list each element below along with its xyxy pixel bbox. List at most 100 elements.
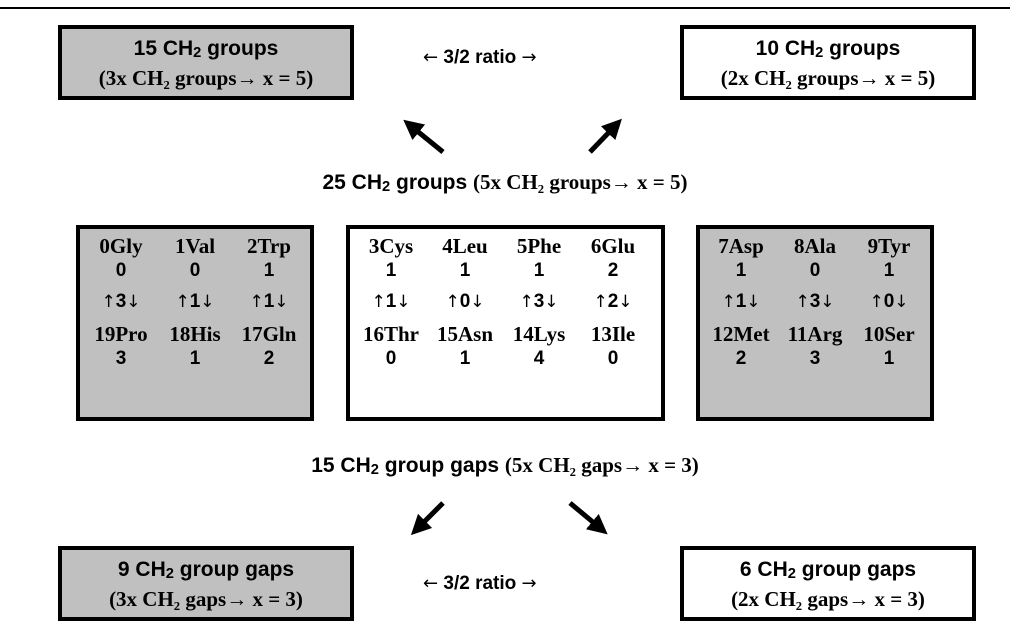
ch2-count: 1 xyxy=(459,260,471,281)
bottom-right-subtitle: (2x CH₂ gaps→ x = 3) xyxy=(731,587,925,611)
amino-acid-label: 14Lys xyxy=(512,322,566,346)
down-arrow-icon: ↓ xyxy=(746,292,761,312)
arrow-up-right xyxy=(588,118,622,154)
amino-acid-label: 10Ser xyxy=(863,322,915,346)
top-right-box: 10 CH2 groups (2x CH₂ groups→ x = 5) xyxy=(680,25,976,100)
arrow-down-right xyxy=(568,501,608,535)
amino-acid-label: 7Asp xyxy=(718,234,764,258)
down-arrow-icon: ↓ xyxy=(200,292,215,312)
ch2-count: 1 xyxy=(189,348,201,369)
top-right-title-pre: 10 CH xyxy=(755,37,816,60)
gap-value: 3 xyxy=(533,291,545,312)
down-arrow-icon: ↓ xyxy=(274,292,289,312)
down-arrow-icon: ↓ xyxy=(126,292,141,312)
up-arrow-icon: ↑ xyxy=(175,292,190,312)
amino-acid-label: 16Thr xyxy=(362,322,419,346)
amino-acid-label: 9Tyr xyxy=(867,234,911,258)
amino-acid-label: 3Cys xyxy=(368,234,414,258)
total-groups-label: 25 CH2 groups (5x CH₂ groups→ x = 5) xyxy=(322,170,688,196)
amino-acid-label: 8Ala xyxy=(794,234,836,258)
ch2-count: 3 xyxy=(115,348,127,369)
up-arrow-icon: ↑ xyxy=(869,292,884,312)
ch2-gap: ↑1↓ xyxy=(158,283,232,321)
bottom-right-title-pre: 6 CH xyxy=(739,558,788,581)
ch2-gap: ↑1↓ xyxy=(232,283,306,321)
bottom-right-box: 6 CH2 group gaps (2x CH₂ gaps→ x = 3) xyxy=(680,546,976,621)
amino-grid-1: 0Gly 1Val 2Trp 0 0 1 ↑3↓ ↑1↓ ↑1↓ 19Pro 18His 17Gln 3… xyxy=(84,233,306,371)
amino-acid-label: 15Asn xyxy=(436,322,494,346)
up-arrow-icon: ↑ xyxy=(101,292,116,312)
up-arrow-icon: ↑ xyxy=(519,292,534,312)
ch2-gap: ↑3↓ xyxy=(84,283,158,321)
ch2-count: 0 xyxy=(189,260,201,281)
bottom-left-title-post: group gaps xyxy=(173,558,295,581)
ch2-gap: ↑1↓ xyxy=(354,283,428,321)
ch2-count: 1 xyxy=(735,260,747,281)
top-left-title-pre: 15 CH xyxy=(133,37,194,60)
amino-acid-label: 5Phe xyxy=(516,234,562,258)
ch2-count: 1 xyxy=(385,260,397,281)
arrow-down-left xyxy=(410,501,445,536)
ch2-count: 1 xyxy=(459,348,471,369)
amino-group-box-3: 7Asp 8Ala 9Tyr 1 0 1 ↑1↓ ↑3↓ ↑0↓ 12Met 11Arg 10Ser 2… xyxy=(696,225,934,421)
ch2-gap: ↑3↓ xyxy=(502,283,576,321)
ch2-count: 0 xyxy=(607,348,619,369)
bottom-right-title-post: group gaps xyxy=(795,558,917,581)
up-arrow-icon: ↑ xyxy=(721,292,736,312)
gap-value: 1 xyxy=(735,291,747,312)
ch2-count: 2 xyxy=(607,260,619,281)
ch2-gap: ↑3↓ xyxy=(778,283,852,321)
amino-acid-label: 6Glu xyxy=(590,234,636,258)
gap-value: 0 xyxy=(459,291,471,312)
ch2-count: 0 xyxy=(115,260,127,281)
arrow-up-left xyxy=(403,119,445,154)
ch2-gap: ↑0↓ xyxy=(852,283,926,321)
gap-value: 1 xyxy=(189,291,201,312)
amino-group-box-2: 3Cys 4Leu 5Phe 6Glu 1 1 1 2 ↑1↓ ↑0↓ ↑3↓ ↑2↓ 16Thr 15A… xyxy=(346,225,665,421)
ch2-count: 3 xyxy=(809,348,821,369)
down-arrow-icon: ↓ xyxy=(544,292,559,312)
top-left-title-post: groups xyxy=(201,37,279,60)
ch2-count: 4 xyxy=(533,348,545,369)
amino-acid-label: 12Met xyxy=(712,322,770,346)
top-left-subtitle: (3x CH₂ groups→ x = 5) xyxy=(98,66,314,90)
bottom-ratio-label: ← 3/2 ratio → xyxy=(423,573,537,594)
up-arrow-icon: ↑ xyxy=(445,292,460,312)
ch2-count: 0 xyxy=(809,260,821,281)
ch2-gap: ↑1↓ xyxy=(704,283,778,321)
down-arrow-icon: ↓ xyxy=(396,292,411,312)
amino-grid-3: 7Asp 8Ala 9Tyr 1 0 1 ↑1↓ ↑3↓ ↑0↓ 12Met 11Arg 10Ser 2… xyxy=(704,233,926,371)
ch2-count: 2 xyxy=(735,348,747,369)
ch2-count: 0 xyxy=(385,348,397,369)
total-gaps-label: 15 CH2 group gaps (5x CH₂ gaps→ x = 3) xyxy=(311,453,699,479)
ch2-count: 1 xyxy=(263,260,275,281)
bottom-left-box: 9 CH2 group gaps (3x CH₂ gaps→ x = 3) xyxy=(58,546,354,621)
amino-acid-label: 18His xyxy=(169,322,221,346)
down-arrow-icon: ↓ xyxy=(618,292,633,312)
top-right-title-post: groups xyxy=(823,37,901,60)
amino-group-box-1: 0Gly 1Val 2Trp 0 0 1 ↑3↓ ↑1↓ ↑1↓ 19Pro 18His 17Gln 3… xyxy=(76,225,314,421)
gap-value: 1 xyxy=(263,291,275,312)
down-arrow-icon: ↓ xyxy=(894,292,909,312)
amino-acid-label: 2Trp xyxy=(247,234,291,258)
down-arrow-icon: ↓ xyxy=(470,292,485,312)
amino-acid-label: 13Ile xyxy=(590,322,636,346)
bottom-left-subtitle: (3x CH₂ gaps→ x = 3) xyxy=(109,587,303,611)
ch2-count: 2 xyxy=(263,348,275,369)
amino-grid-2: 3Cys 4Leu 5Phe 6Glu 1 1 1 2 ↑1↓ ↑0↓ ↑3↓ ↑2↓ 16Thr 15A… xyxy=(354,233,650,371)
gap-value: 2 xyxy=(607,291,619,312)
gap-value: 3 xyxy=(809,291,821,312)
gap-value: 1 xyxy=(385,291,397,312)
ch2-gap: ↑0↓ xyxy=(428,283,502,321)
down-arrow-icon: ↓ xyxy=(820,292,835,312)
gap-value: 0 xyxy=(883,291,895,312)
ch2-count: 1 xyxy=(883,260,895,281)
top-left-box: 15 CH2 groups (3x CH₂ groups→ x = 5) xyxy=(58,25,354,100)
up-arrow-icon: ↑ xyxy=(795,292,810,312)
top-ratio-label: ← 3/2 ratio → xyxy=(423,47,537,68)
ch2-gap: ↑2↓ xyxy=(576,283,650,321)
amino-acid-label: 1Val xyxy=(174,234,216,258)
amino-acid-label: 19Pro xyxy=(94,322,148,346)
ch2-count: 1 xyxy=(533,260,545,281)
